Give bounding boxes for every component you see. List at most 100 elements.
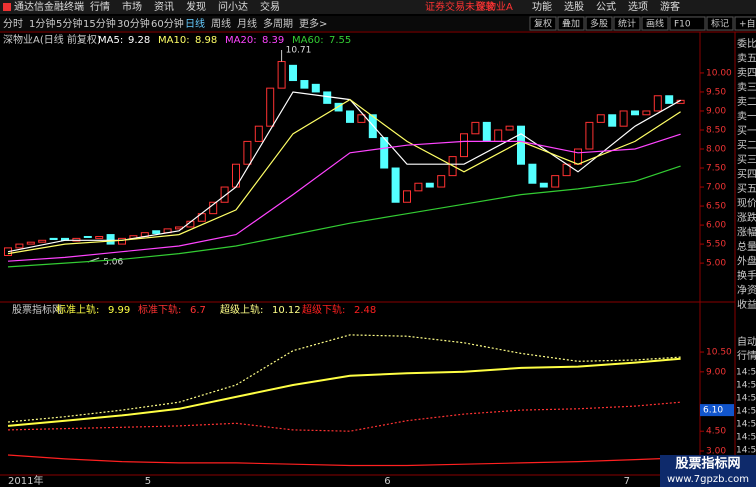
candle <box>460 133 468 158</box>
menu-item[interactable]: 游客 <box>660 0 680 13</box>
side-label: 买三 <box>737 154 756 166</box>
legend-name: 超级下轨: <box>302 303 345 316</box>
side-label: 净资 <box>737 284 756 297</box>
y-tick-label: 10.50 <box>706 348 732 358</box>
legend-name: 超级上轨: <box>220 303 263 316</box>
panel-title: 股票指标网 <box>12 303 62 316</box>
tool-label[interactable]: 标记 <box>711 18 729 30</box>
y-tick-label: 5.50 <box>706 240 726 250</box>
menu-item[interactable]: 交易 <box>260 0 280 13</box>
side-label: 总量 <box>737 240 756 253</box>
candle <box>49 237 58 241</box>
period-tab[interactable]: 多周期 <box>263 17 293 30</box>
side-label: 自动 <box>737 335 756 348</box>
tool-button[interactable] <box>734 16 756 31</box>
y-tick-label: 7.00 <box>706 183 726 193</box>
menu-item[interactable]: 资讯 <box>154 1 174 13</box>
line-series <box>7 334 681 423</box>
period-tab[interactable]: 日线 <box>185 17 205 30</box>
x-tick-label: 5 <box>145 476 151 487</box>
candle <box>494 129 503 142</box>
candle <box>152 230 161 234</box>
menu-item[interactable]: 公式 <box>596 0 616 13</box>
legend-name: MA60: <box>292 35 324 46</box>
legend-name: MA20: <box>225 35 257 46</box>
period-tab[interactable]: 15分钟 <box>83 17 116 30</box>
legend-value: 8.39 <box>262 35 284 46</box>
side-label: 外盘 <box>737 255 756 268</box>
status[interactable]: 证券交易未登录 <box>425 0 495 13</box>
side-label: 涨幅 <box>737 226 756 239</box>
candle <box>574 148 582 165</box>
side-label: 收益 <box>737 298 756 311</box>
tool-label[interactable]: 复权 <box>534 18 552 30</box>
period-tab[interactable]: 月线 <box>237 17 257 30</box>
legend-name: MA5: <box>98 35 123 46</box>
candle <box>425 182 434 188</box>
side-label: 换手 <box>737 269 756 282</box>
current-label: 6.10 <box>703 406 723 416</box>
candle <box>403 190 411 203</box>
y-tick-label: 5.00 <box>706 259 726 269</box>
candle <box>380 137 389 169</box>
side-label: 卖四 <box>737 67 756 79</box>
menu-item[interactable]: 行情 <box>90 0 110 13</box>
app-title: 通达信金融终端 <box>14 0 84 13</box>
tool-button[interactable] <box>669 16 706 31</box>
tool-button[interactable] <box>557 16 585 31</box>
side-label: 卖二 <box>737 96 756 108</box>
line-series <box>7 98 681 255</box>
candle <box>551 175 560 188</box>
menu-item[interactable]: 功能 <box>532 0 552 13</box>
side-label: 委比 <box>737 37 756 50</box>
period-tab[interactable]: 5分钟 <box>56 17 82 30</box>
side-label: 买四 <box>737 169 756 181</box>
period-tab[interactable]: 更多> <box>299 17 327 30</box>
watermark-url: www.7gpzb.com <box>667 474 749 485</box>
menu-item[interactable]: 选项 <box>628 0 648 13</box>
menu-item[interactable]: 市场 <box>122 0 142 13</box>
current-marker <box>700 404 734 417</box>
candle <box>26 241 35 245</box>
candle <box>585 121 594 150</box>
menu-item[interactable]: 问小达 <box>218 0 248 13</box>
tool-button[interactable] <box>706 16 734 31</box>
side-label: 买二 <box>737 140 756 152</box>
y-tick-label: 8.00 <box>706 145 726 155</box>
tool-label[interactable]: F10 <box>674 20 691 30</box>
time-label: 14:56 <box>736 446 756 456</box>
tool-label[interactable]: 多股 <box>590 18 608 30</box>
candle <box>528 163 537 184</box>
menu-item[interactable]: 选股 <box>564 0 584 13</box>
y-tick-label: 6.50 <box>706 202 726 212</box>
candle <box>642 110 651 116</box>
side-label: 买五 <box>737 183 756 195</box>
tool-label[interactable]: 叠加 <box>562 19 580 30</box>
period-tab[interactable]: 分时 <box>3 18 23 30</box>
tool-button[interactable] <box>641 16 669 31</box>
menu-item[interactable]: 发现 <box>186 0 206 13</box>
annotation: 5.06 <box>103 258 123 268</box>
tool-label[interactable]: 统计 <box>618 18 636 30</box>
candle <box>517 125 525 165</box>
period-tab[interactable]: 1分钟 <box>29 17 55 30</box>
tool-label[interactable]: 画线 <box>646 18 664 30</box>
period-tab[interactable]: 周线 <box>211 17 231 30</box>
tool-label[interactable]: +自选 <box>739 18 756 30</box>
tool-button[interactable] <box>585 16 613 31</box>
period-tab[interactable]: 60分钟 <box>151 17 184 30</box>
candle <box>38 239 47 243</box>
candle <box>596 114 605 123</box>
candle <box>289 64 297 82</box>
line-series <box>7 454 681 467</box>
panel-title: 深物业A(日线 前复权) <box>3 33 101 46</box>
legend-value: 9.28 <box>128 35 150 46</box>
tool-button[interactable] <box>613 16 641 31</box>
tool-button[interactable] <box>529 16 557 31</box>
candle <box>220 186 229 203</box>
side-label: 现价 <box>737 198 756 210</box>
legend-name: MA10: <box>158 35 190 46</box>
watermark-title: 股票指标网 <box>675 456 740 472</box>
period-tab[interactable]: 30分钟 <box>117 17 150 30</box>
time-label: 14:56 <box>736 394 756 404</box>
